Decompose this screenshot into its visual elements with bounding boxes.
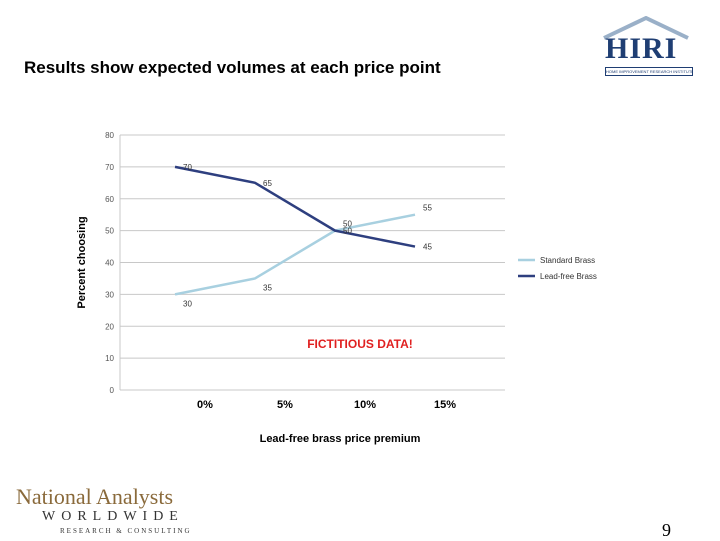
hiri-logo — [603, 16, 689, 40]
legend-label: Lead-free Brass — [540, 272, 597, 281]
fictitious-data-annotation: FICTITIOUS DATA! — [307, 337, 413, 351]
chart-data-labels: 30 35 50 55 70 65 50 45 — [183, 163, 432, 309]
hiri-logo-subtitle: HOME IMPROVEMENT RESEARCH INSTITUTE — [605, 67, 693, 76]
chart-grid — [120, 134, 505, 391]
chart-series — [174, 165, 416, 296]
y-tick-label: 20 — [105, 322, 114, 331]
hiri-logo-text: HIRI — [605, 32, 678, 65]
data-label: 50 — [343, 220, 352, 229]
x-tick-label: 15% — [434, 399, 456, 411]
y-tick-label: 50 — [105, 227, 114, 236]
chart-legend: Standard Brass Lead-free Brass — [518, 256, 597, 281]
legend-label: Standard Brass — [540, 256, 595, 265]
y-axis-label: Percent choosing — [76, 216, 88, 308]
y-tick-label: 40 — [105, 259, 114, 268]
data-label: 65 — [263, 179, 272, 188]
y-tick-label: 70 — [105, 163, 114, 172]
data-label: 70 — [183, 163, 192, 172]
x-tick-label: 10% — [354, 399, 376, 411]
x-axis-label: Lead-free brass price premium — [260, 433, 421, 445]
y-tick-label: 0 — [110, 386, 115, 395]
y-tick-label: 30 — [105, 290, 114, 299]
x-tick-label: 0% — [197, 399, 213, 411]
data-label: 50 — [343, 227, 352, 236]
y-tick-label: 60 — [105, 195, 114, 204]
series-line-lead-free-brass — [174, 165, 416, 248]
slide-title: Results show expected volumes at each pr… — [24, 58, 441, 77]
national-analysts-worldwide: WORLDWIDE — [42, 509, 184, 524]
data-label: 55 — [423, 204, 432, 213]
y-tick-label: 10 — [105, 354, 114, 363]
line-chart: 0 10 20 30 40 50 60 70 80 0% 5% 10% 15% 30 35 50 55 70 65… — [76, 131, 597, 445]
chart-axes: 0 10 20 30 40 50 60 70 80 0% 5% 10% 15% — [105, 131, 456, 411]
national-analysts-tagline: RESEARCH & CONSULTING — [60, 527, 192, 535]
y-tick-label: 80 — [105, 131, 114, 140]
data-label: 45 — [423, 243, 432, 252]
data-label: 35 — [263, 283, 272, 292]
hiri-roof-icon — [603, 16, 689, 40]
x-tick-label: 5% — [277, 399, 293, 411]
data-label: 30 — [183, 299, 192, 308]
page-number: 9 — [662, 520, 671, 540]
series-line-standard-brass — [174, 213, 416, 296]
national-analysts-logo: National Analysts — [16, 484, 174, 509]
